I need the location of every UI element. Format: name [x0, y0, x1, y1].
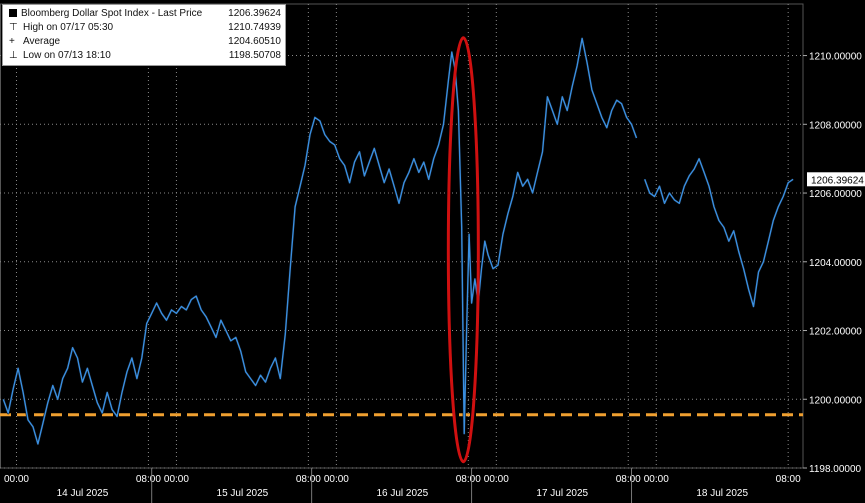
- x-time-tick-label: 08:00: [616, 474, 641, 485]
- price-line-series-1: [2, 37, 638, 445]
- highlight-ellipse: [446, 36, 480, 464]
- price-line-shadow: [2, 37, 638, 446]
- plot-frame: [0, 3, 804, 469]
- x-time-tick-label: 00:00: [164, 474, 189, 485]
- y-tick-label: 1202.00000: [809, 327, 862, 338]
- last-price-box: [807, 172, 865, 187]
- series-square-icon: [9, 9, 17, 17]
- legend-high-label: High on 07/17 05:30: [23, 22, 114, 33]
- legend-low-label: Low on 07/13 18:10: [23, 50, 111, 61]
- x-time-tick-label: 08:00: [456, 474, 481, 485]
- high-marker-icon: ⊤: [9, 22, 18, 33]
- legend-low-value: 1198.50708: [228, 50, 281, 61]
- axis-layer: 00:00 08:00 00:00 08:00 00:00 08:00 00:00 08:00…: [4, 52, 865, 503]
- x-time-tick-label: 00:00: [644, 474, 669, 485]
- x-time-tick-label: 08:00: [776, 474, 801, 485]
- legend-high-row: ⊤ High on 07/17 05:30 1210.74939: [9, 22, 281, 34]
- price-line-series-2: [644, 157, 794, 308]
- x-day-label: 15 Jul 2025: [217, 488, 269, 499]
- x-day-label: 14 Jul 2025: [57, 488, 109, 499]
- x-time-tick-label: 00:00: [324, 474, 349, 485]
- x-time-tick-label: 00:00: [484, 474, 509, 485]
- highlight-layer: [446, 36, 480, 464]
- legend-average-row: + Average 1204.60510: [9, 36, 281, 48]
- x-time-tick-label: 00:00: [4, 474, 29, 485]
- x-day-label: 18 Jul 2025: [696, 488, 748, 499]
- y-tick-label: 1208.00000: [809, 120, 862, 131]
- legend-low-row: ⊥ Low on 07/13 18:10 1198.50708: [9, 50, 281, 62]
- y-tick-label: 1204.00000: [809, 258, 862, 269]
- x-day-label: 17 Jul 2025: [536, 488, 588, 499]
- x-time-tick-label: 08:00: [136, 474, 161, 485]
- legend-title-row: Bloomberg Dollar Spot Index - Last Price…: [9, 8, 281, 20]
- legend-high-value: 1210.74939: [228, 22, 281, 33]
- y-tick-label: 1206.00000: [809, 189, 862, 200]
- average-marker-icon: +: [9, 36, 15, 47]
- price-series-layer: [2, 37, 794, 446]
- legend-title: Bloomberg Dollar Spot Index - Last Price: [21, 8, 203, 19]
- y-tick-label: 1210.00000: [809, 52, 862, 63]
- y-tick-label: 1198.00000: [809, 464, 862, 475]
- last-price-label: 1206.39624: [811, 175, 864, 186]
- chart-legend: Bloomberg Dollar Spot Index - Last Price…: [2, 4, 286, 66]
- y-tick-label: 1200.00000: [809, 395, 862, 406]
- legend-average-label: Average: [23, 36, 61, 47]
- x-time-tick-label: 08:00: [296, 474, 321, 485]
- low-marker-icon: ⊥: [9, 50, 18, 61]
- legend-average-value: 1204.60510: [228, 36, 281, 47]
- x-day-label: 16 Jul 2025: [376, 488, 428, 499]
- legend-last-value: 1206.39624: [228, 8, 281, 19]
